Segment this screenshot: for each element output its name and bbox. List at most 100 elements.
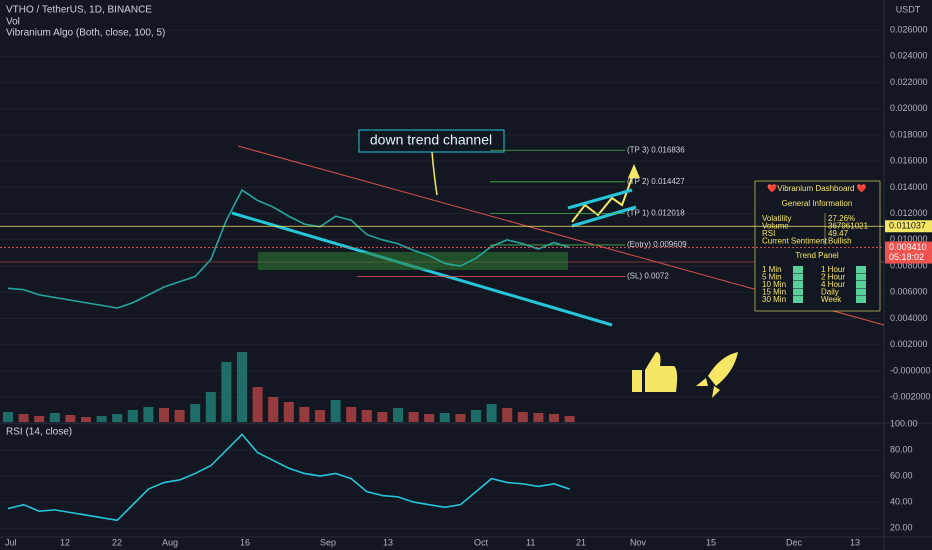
grid [0, 29, 884, 529]
volume-bar [455, 414, 466, 422]
volume-bar [361, 410, 372, 422]
trend-cell: 4 Hour [821, 280, 845, 289]
y-tick-label: 0.016000 [890, 156, 928, 166]
dashboard-cell: Bullish [828, 237, 852, 246]
y-tick-label: 40.00 [890, 496, 913, 506]
trend-status [793, 266, 803, 273]
x-tick-label: Dec [786, 537, 803, 547]
trend-status [793, 296, 803, 303]
marker-box [885, 241, 932, 264]
y-tick-label: 0.002000 [890, 339, 928, 349]
volume-bar [252, 387, 263, 422]
y-tick-label: -0.000000 [890, 365, 931, 375]
volume-bar [299, 407, 310, 422]
volume-bar [49, 413, 60, 422]
volume-bar [3, 412, 13, 422]
x-tick-label: 15 [706, 537, 716, 547]
y-tick-label: 80.00 [890, 444, 913, 454]
trend-status [856, 288, 866, 296]
rocket-icon [696, 352, 738, 398]
y-tick-label: 0.024000 [890, 51, 928, 61]
dashboard-cell: 49.47 [828, 229, 849, 238]
rsi-line [7, 433, 570, 522]
trend-cell: 2 Hour [821, 273, 845, 282]
annotation-box [358, 129, 505, 153]
trend-cell: 10 Min [762, 280, 786, 289]
trend-title: Trend Panel [795, 251, 839, 260]
level-label: (TP 1) 0.012018 [627, 208, 685, 217]
volume-bar [268, 397, 279, 422]
volume-bar [564, 416, 575, 422]
arrow-head [628, 164, 640, 178]
countdown: 05:18:02 [889, 252, 924, 262]
currency: USDT [896, 4, 921, 14]
y-tick-label: 0.018000 [890, 129, 928, 139]
y-tick-label: 0.022000 [890, 77, 928, 87]
volume-bar [315, 410, 325, 422]
volume-bar [346, 407, 357, 422]
y-tick-label: 0.026000 [890, 25, 928, 35]
x-tick-label: 13 [383, 537, 393, 547]
trend-cell: 15 Min [762, 288, 786, 297]
x-tick-label: Aug [162, 537, 178, 547]
marker-label: 0.009410 [889, 242, 927, 252]
annotation: down trend channel [370, 132, 492, 148]
trend-status [856, 281, 866, 288]
x-tick-label: Oct [474, 537, 489, 547]
level-label: (TP 3) 0.016836 [627, 145, 685, 154]
volume-bar [190, 404, 201, 422]
trend-status [856, 266, 866, 273]
volume-bar [517, 412, 528, 422]
dashboard-cell: 27.26% [828, 214, 855, 223]
trend-status [793, 273, 803, 281]
marker-label: 0.011037 [889, 221, 926, 231]
volume-bar [159, 408, 169, 422]
dashboard-cell: Current Sentiment [762, 237, 828, 246]
x-tick-label: Nov [630, 537, 647, 547]
y-tick-label: 0.004000 [890, 313, 928, 323]
volume-bar [18, 414, 29, 422]
trend-status [793, 288, 803, 296]
annotation-arrow [431, 151, 438, 196]
y-tick-label: 0.020000 [890, 103, 928, 113]
y-tick-label: 0.008000 [890, 260, 928, 270]
level-label: (Entry) 0.009609 [627, 240, 687, 249]
volume-bar [408, 412, 419, 422]
volume-bar [237, 352, 247, 422]
volume-bar [174, 410, 185, 422]
rsi-title: RSI (14, close) [6, 427, 72, 438]
trend-status [856, 296, 866, 303]
x-tick-label: 12 [60, 537, 70, 547]
y-tick-label: -0.002000 [890, 391, 931, 401]
level-label: (TP 2) 0.014427 [627, 177, 685, 186]
price-line [7, 188, 570, 309]
channel-up-bottom [571, 205, 637, 228]
general-title: General Information [782, 199, 853, 208]
y-tick-label: 60.00 [890, 470, 913, 480]
volume-bar [127, 410, 138, 422]
thumbs-up-icon [632, 352, 678, 392]
marker-box [885, 220, 932, 233]
volume-bar [283, 402, 294, 422]
trend-cell: Daily [821, 288, 839, 297]
y-tick-label: 0.012000 [890, 208, 928, 218]
symbol-title: VTHO / TetherUS, 1D, BINANCE [6, 5, 152, 16]
volume-bar [112, 414, 123, 422]
x-tick-label: Jul [5, 537, 17, 547]
volume-bar [330, 400, 341, 422]
volume-bar [502, 408, 513, 422]
x-tick-label: 22 [112, 537, 122, 547]
y-tick-label: 0.006000 [890, 287, 928, 297]
zigzag-arrow [571, 171, 635, 223]
volume-bar [424, 414, 435, 422]
dashboard-title: ❤️Vibranium Dashboard ❤️ [767, 184, 866, 193]
dashboard-cell: RSI [762, 229, 775, 238]
indicator-label: Vibranium Algo (Both, close, 100, 5) [6, 28, 165, 39]
volume-bar [377, 412, 388, 422]
volume-bar [471, 410, 481, 422]
volume-label: Vol [6, 17, 20, 28]
volume-bar [533, 413, 544, 422]
volume-bar [549, 414, 559, 422]
